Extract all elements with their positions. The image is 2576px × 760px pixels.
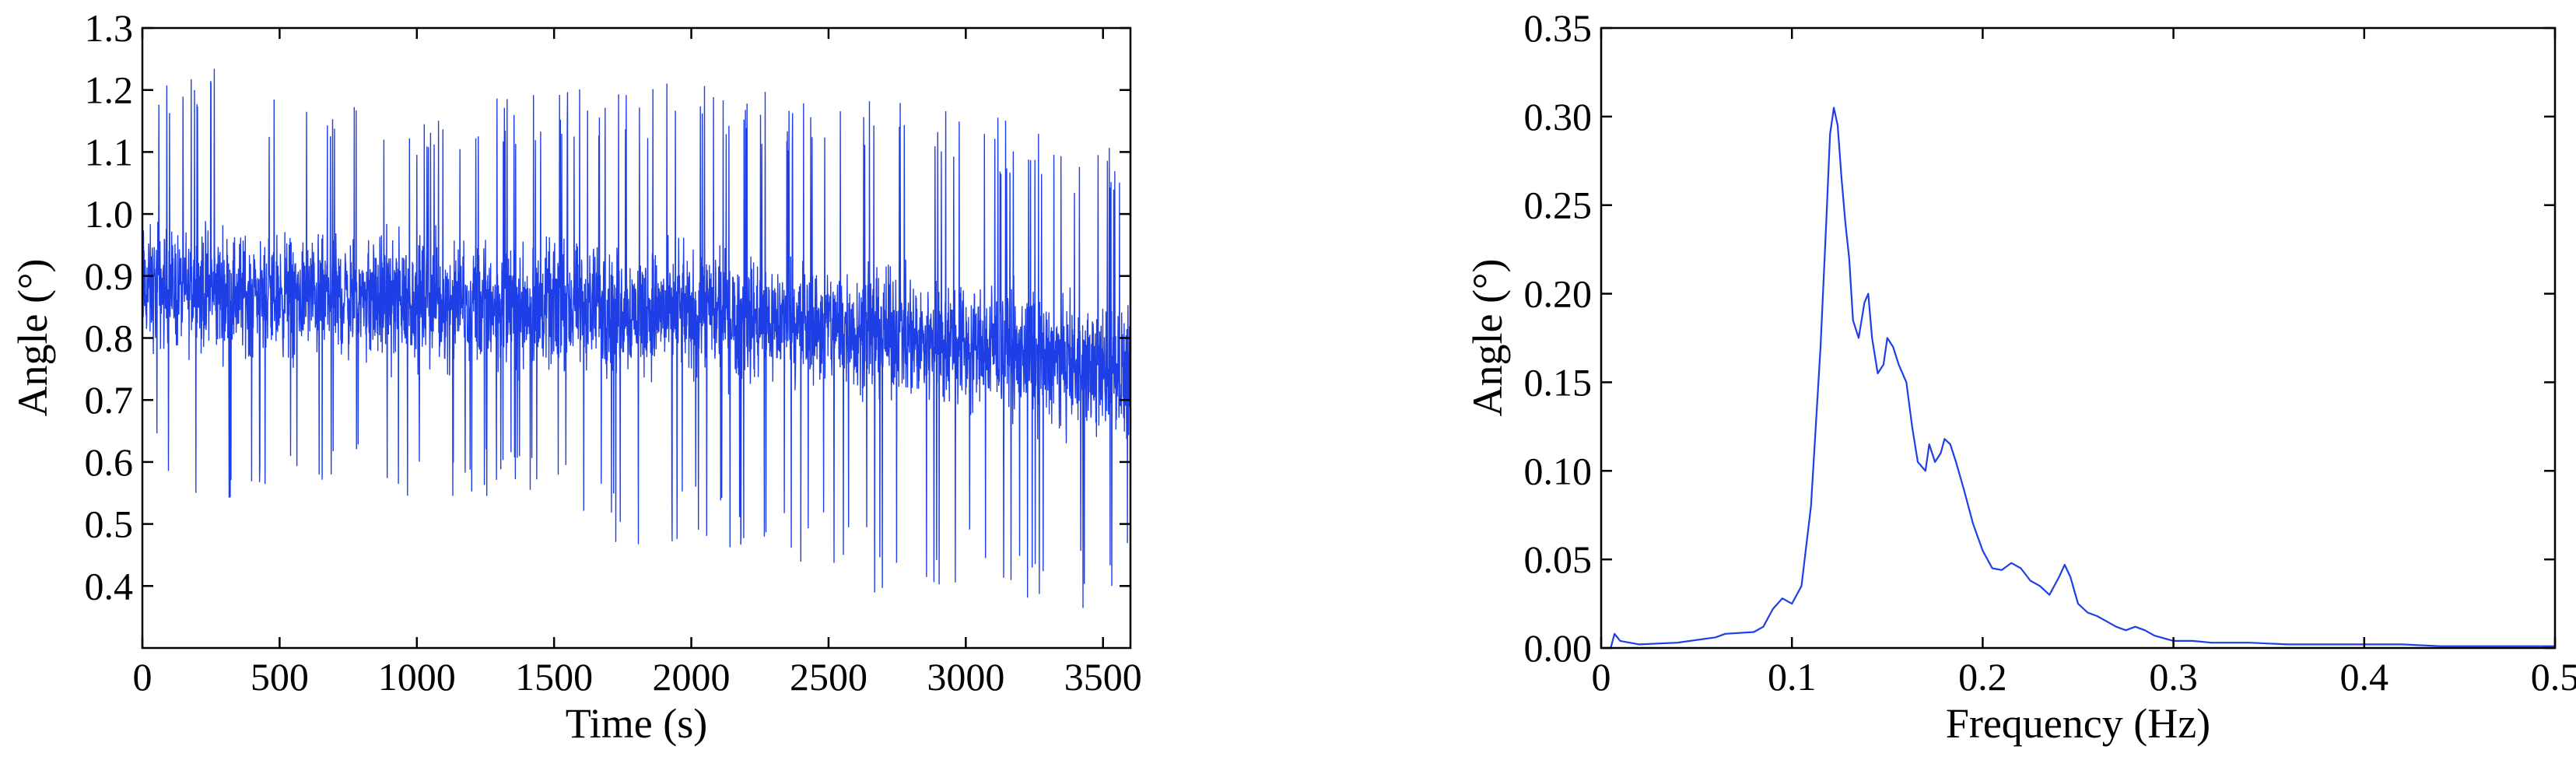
time-series-y-tick-label: 1.3	[85, 6, 134, 50]
spectrum-y-tick-label: 0.05	[1524, 538, 1593, 581]
time-series-signal-line	[142, 68, 1131, 608]
time-series-y-tick-label: 0.6	[85, 440, 134, 484]
spectrum-x-tick-label: 0	[1592, 655, 1611, 699]
spectrum-y-tick-label: 0.15	[1524, 360, 1593, 404]
time-series-x-tick-label: 3500	[1064, 655, 1142, 699]
time-series-y-tick-label: 0.9	[85, 254, 134, 298]
spectrum-y-tick-label: 0.35	[1524, 6, 1593, 50]
spectrum-frame	[1600, 26, 2557, 650]
time-series-y-tick-label: 1.1	[85, 130, 134, 173]
time-series-x-axis-label: Time (s)	[566, 700, 708, 747]
time-series-x-tick-label: 2500	[790, 655, 867, 699]
time-series-plot-area	[142, 68, 1131, 608]
time-series-y-tick-label: 1.2	[85, 68, 134, 112]
time-series-ticks: 0 500 1000 1500 2000 2500 3000 3500 0.4 0.5 0.6 0.7…	[85, 6, 1142, 699]
spectrum-x-tick-label: 0.1	[1768, 655, 1817, 699]
spectrum-y-tick-label: 0.30	[1524, 95, 1593, 138]
time-series-y-tick-label: 0.8	[85, 317, 134, 360]
spectrum-y-tick-label: 0.25	[1524, 184, 1593, 227]
time-series-x-tick-label: 3000	[927, 655, 1004, 699]
time-series-y-tick-label: 0.5	[85, 503, 134, 546]
time-series-x-tick-label: 0	[133, 655, 152, 699]
time-series-y-tick-label: 0.7	[85, 378, 134, 422]
spectrum-series-line	[1610, 107, 2555, 649]
spectrum-x-tick-label: 0.3	[2149, 655, 2198, 699]
time-series-x-tick-label: 500	[251, 655, 309, 699]
spectrum-x-tick-label: 0.5	[2531, 655, 2576, 699]
spectrum-x-axis-label: Frequency (Hz)	[1946, 700, 2210, 747]
spectrum-y-axis-label: Angle (°)	[1464, 258, 1511, 416]
time-series-x-tick-label: 1000	[378, 655, 456, 699]
spectrum-x-tick-label: 0.4	[2340, 655, 2389, 699]
spectrum-y-tick-label: 0.10	[1524, 449, 1593, 492]
time-series-chart: 0 500 1000 1500 2000 2500 3000 3500 0.4 0.5 0.6 0.7…	[9, 6, 1142, 747]
spectrum-chart: 0 0.1 0.2 0.3 0.4 0.5 0.00 0.05 0.10 0.15 0.20 0.25…	[1464, 6, 2576, 747]
time-series-x-tick-label: 2000	[653, 655, 731, 699]
time-series-y-tick-label: 0.4	[85, 564, 134, 608]
spectrum-y-tick-label: 0.20	[1524, 272, 1593, 316]
spectrum-plot-area	[1610, 107, 2555, 649]
spectrum-y-tick-label: 0.00	[1524, 626, 1593, 670]
time-series-x-tick-label: 1500	[515, 655, 593, 699]
spectrum-x-tick-label: 0.2	[1958, 655, 2007, 699]
spectrum-ticks: 0 0.1 0.2 0.3 0.4 0.5 0.00 0.05 0.10 0.15 0.20 0.25…	[1524, 6, 2576, 699]
time-series-y-tick-label: 1.0	[85, 192, 134, 236]
time-series-y-axis-label: Angle (°)	[9, 258, 56, 416]
